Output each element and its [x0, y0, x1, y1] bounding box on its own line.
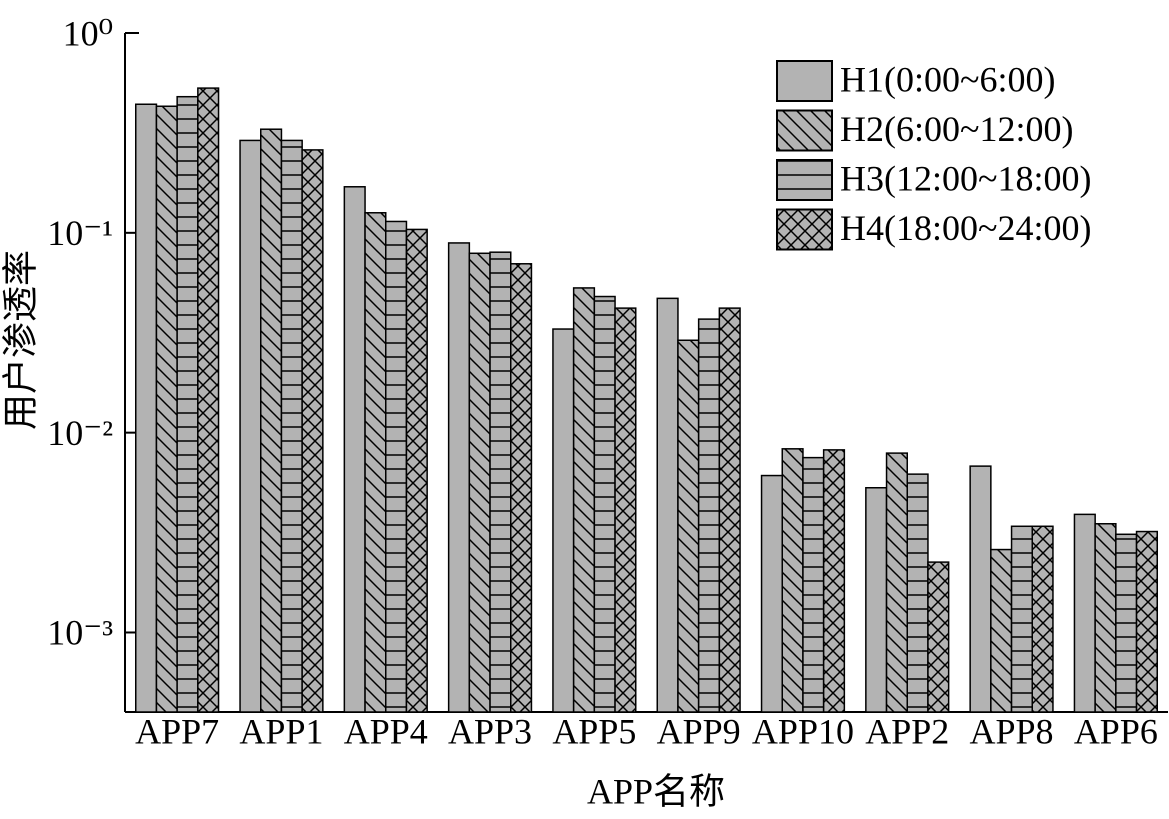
- legend-label: H4(18:00~24:00): [840, 208, 1091, 248]
- y-tick-label: 10⁻²: [47, 413, 113, 453]
- legend-swatch: [776, 159, 833, 201]
- bar: [343, 186, 366, 713]
- bar: [1135, 530, 1159, 713]
- bar: [697, 318, 721, 713]
- bar: [239, 139, 262, 713]
- bar: [489, 251, 512, 713]
- bar: [364, 212, 387, 713]
- bar: [1115, 533, 1138, 713]
- bar: [718, 307, 741, 713]
- bar: [468, 252, 491, 713]
- bar: [677, 339, 700, 713]
- x-tick-label: APP10: [752, 711, 854, 751]
- legend-label: H3(12:00~18:00): [840, 158, 1091, 198]
- bar: [614, 307, 637, 713]
- bar: [1094, 523, 1117, 713]
- bar: [176, 95, 199, 713]
- bar: [802, 456, 825, 713]
- x-tick-label: APP9: [657, 711, 741, 751]
- bar: [969, 465, 992, 713]
- bar: [405, 228, 428, 713]
- bar: [197, 87, 220, 713]
- bar: [447, 242, 471, 713]
- legend-swatch: [776, 60, 833, 102]
- bar: [572, 287, 596, 713]
- bar: [1031, 525, 1054, 713]
- x-tick-label: APP8: [970, 711, 1054, 751]
- x-tick-label: APP1: [239, 711, 323, 751]
- bar: [552, 328, 575, 713]
- x-tick-label: APP3: [448, 711, 532, 751]
- bar: [135, 103, 158, 713]
- y-tick-label: 10⁰: [63, 13, 113, 53]
- bar: [385, 220, 408, 713]
- bar: [906, 473, 929, 713]
- legend-swatch: [776, 208, 833, 251]
- legend-swatch: [776, 109, 833, 152]
- bar: [865, 487, 888, 713]
- x-axis-title: APP名称: [587, 771, 725, 811]
- y-tick-label: 10⁻¹: [47, 213, 113, 253]
- bar: [990, 548, 1013, 713]
- y-tick-label: 10⁻³: [47, 613, 113, 653]
- bar: [301, 149, 324, 713]
- bar: [1073, 513, 1096, 713]
- bar: [280, 139, 303, 713]
- bar: [1010, 525, 1033, 713]
- bar: [822, 449, 846, 713]
- x-tick-label: APP6: [1074, 711, 1158, 751]
- legend-label: H2(6:00~12:00): [840, 109, 1073, 149]
- bar: [155, 105, 178, 713]
- x-tick-label: APP7: [135, 711, 219, 751]
- bar: [510, 263, 533, 713]
- bar: [885, 452, 908, 713]
- bar: [593, 295, 616, 713]
- bar: [760, 474, 783, 713]
- legend-label: H1(0:00~6:00): [840, 59, 1055, 99]
- x-tick-label: APP4: [344, 711, 428, 751]
- bar: [927, 561, 950, 713]
- x-tick-label: APP2: [865, 711, 949, 751]
- y-axis-title: 用户渗透率: [0, 250, 40, 430]
- bar: [656, 297, 679, 713]
- bar: [260, 128, 283, 713]
- bar: [781, 448, 804, 713]
- x-tick-label: APP5: [552, 711, 636, 751]
